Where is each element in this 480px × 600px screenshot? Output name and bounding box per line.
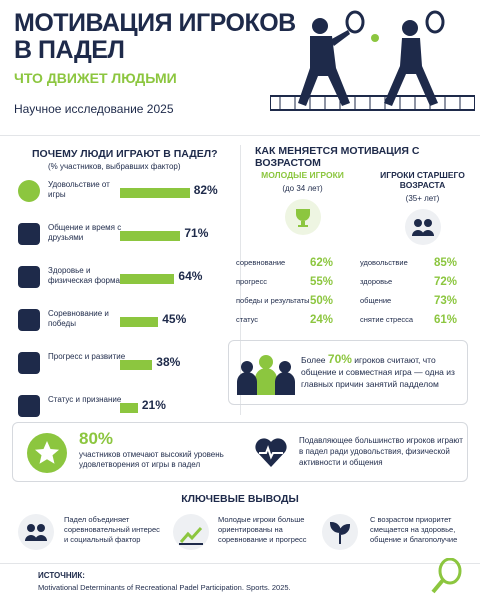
motive-value: 55% (309, 275, 333, 288)
motive-name: здоровье (360, 277, 393, 286)
note-box: Более 70% игроков считают, что общение и… (228, 340, 468, 405)
conclusion-icons (18, 514, 358, 550)
motive-row: соревнование 62% (228, 253, 333, 272)
bar-label: Здоровье и физическая форма (48, 266, 120, 285)
motive-row: общение 73% (352, 291, 457, 310)
source-label: ИСТОЧНИК: (38, 571, 85, 580)
value-label: 64% (178, 269, 203, 283)
motive-value: 85% (433, 256, 457, 269)
factor-icon (18, 266, 40, 288)
motive-value: 62% (309, 256, 333, 269)
bar-row: Прогресс и развитие 38% (18, 350, 233, 380)
players-illustration (270, 10, 475, 111)
health-text: Подавляющее большинство игроков играют в… (299, 436, 463, 467)
value-label: 21% (141, 398, 166, 412)
motive-name: статус (236, 315, 259, 324)
heart-icon (255, 438, 287, 467)
divider (0, 135, 480, 136)
motive-name: снятие стресса (360, 315, 414, 324)
factor-icon (18, 352, 40, 374)
motive-name: удовольствие (360, 258, 408, 267)
motive-name: общение (360, 296, 392, 305)
factor-icon (18, 395, 40, 417)
chart-title: ПОЧЕМУ ЛЮДИ ИГРАЮТ В ПАДЕЛ? (32, 148, 218, 160)
people-icon (404, 209, 441, 245)
factor-icon (18, 223, 40, 245)
motive-value: 50% (309, 294, 333, 307)
motive-value: 61% (433, 313, 457, 326)
trophy-icon (284, 199, 321, 235)
bar-label: Прогресс и развитие (48, 352, 126, 361)
star-icon (27, 433, 67, 473)
chart-subtitle: (% участников, выбравших фактор) (48, 162, 181, 171)
divider (240, 145, 241, 415)
value-label: 71% (184, 226, 209, 240)
bar-label: Статус и признание (48, 395, 122, 404)
subtitle: ЧТО ДВИЖЕТ ЛЮДЬМИ (14, 70, 177, 86)
motive-row: статус 24% (228, 310, 333, 329)
motive-value: 73% (433, 294, 457, 307)
bar-row: Здоровье и физическая форма 64% (18, 264, 233, 294)
stat: 80% (79, 429, 114, 448)
divider (0, 563, 480, 564)
bar-row: Общение и время с друзьями 71% (18, 221, 233, 251)
motive-value: 72% (433, 275, 457, 288)
motive-row: победы и результаты 50% (228, 291, 333, 310)
stat-text: участников отмечают высокий уровень удов… (79, 450, 224, 469)
value-label: 38% (156, 355, 181, 369)
conclusion: Молодые игроки больше ориентированы на с… (218, 515, 307, 544)
study: Научное исследование 2025 (14, 102, 174, 116)
old-range: (35+ лет) (405, 194, 440, 203)
young-range: (до 34 лет) (282, 184, 323, 193)
bar-row: Статус и признание 21% (18, 393, 233, 423)
motive-name: соревнование (236, 258, 286, 267)
bar (120, 188, 190, 198)
bar (120, 317, 159, 327)
motive-value: 24% (309, 313, 333, 326)
age-title: КАК МЕНЯЕТСЯ МОТИВАЦИЯ С ВОЗРАСТОМ (255, 145, 420, 169)
conclusion: С возрастом приоритет смещается на здоро… (370, 515, 458, 544)
note-text: Более 70% игроков считают, что общение и… (301, 352, 455, 389)
motive-name: победы и результаты (236, 296, 310, 305)
conclusions-title: КЛЮЧЕВЫЕ ВЫВОДЫ (181, 493, 299, 505)
title: МОТИВАЦИЯ ИГРОКОВ В ПАДЕЛ (14, 9, 296, 64)
factor-icon (18, 180, 40, 202)
bar-row: Удовольствие от игры 82% (18, 178, 233, 208)
bar-label: Соревнование и победы (48, 309, 109, 328)
bar-label: Общение и время с друзьями (48, 223, 122, 242)
bar (120, 403, 138, 413)
motive-row: снятие стресса 61% (352, 310, 457, 329)
bar (120, 360, 153, 370)
bar (120, 231, 181, 241)
source-text: Motivational Determinants of Recreationa… (38, 583, 291, 592)
highlights-box: 80% участников отмечают высокий уровень … (12, 422, 468, 482)
racket-icon (431, 558, 462, 594)
bar-label: Удовольствие от игры (48, 180, 110, 199)
bar-row: Соревнование и победы 45% (18, 307, 233, 337)
value-label: 82% (193, 183, 218, 197)
conclusion: Падел объединяет соревновательный интере… (64, 515, 160, 544)
motive-name: прогресс (236, 277, 267, 286)
old-name: ИГРОКИ СТАРШЕГО ВОЗРАСТА (380, 170, 465, 190)
value-label: 45% (162, 312, 187, 326)
motive-row: удовольствие 85% (352, 253, 457, 272)
factor-icon (18, 309, 40, 331)
bar (120, 274, 175, 284)
group-icon (237, 355, 295, 395)
young-name: МОЛОДЫЕ ИГРОКИ (261, 170, 344, 180)
motive-row: здоровье 72% (352, 272, 457, 291)
motive-row: прогресс 55% (228, 272, 333, 291)
